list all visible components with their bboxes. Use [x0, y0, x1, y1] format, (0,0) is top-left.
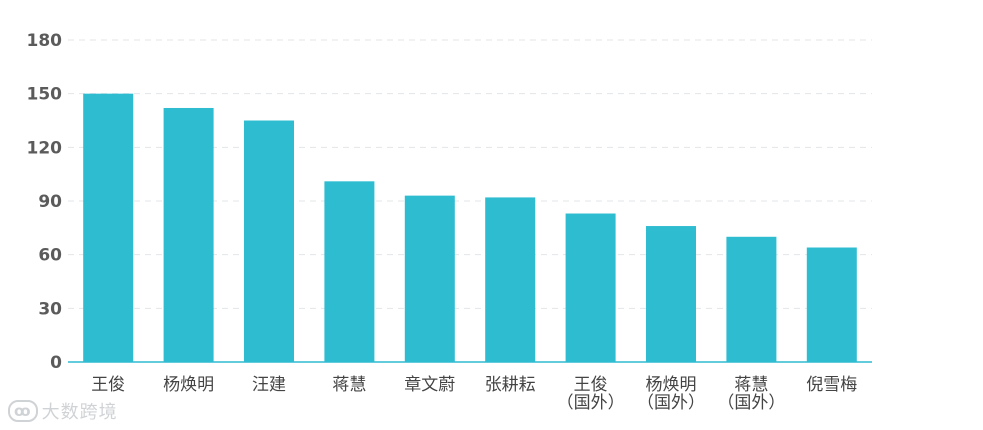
y-tick-label: 90	[38, 192, 62, 212]
bar	[485, 197, 536, 362]
bar	[163, 107, 214, 362]
bar	[404, 195, 455, 362]
y-axis-ticks: 0 30 60 90 120 150 180	[27, 31, 63, 373]
y-tick-label: 180	[27, 31, 63, 51]
y-tick-label: 60	[38, 246, 62, 266]
logo-icon: ꝏ	[8, 400, 38, 422]
x-axis-ticks: 王俊 杨焕明 汪建 蒋慧 章文蔚 张耕耘 王俊（国外） 杨焕明（国外） 蒋慧（国外） 倪雪梅	[91, 375, 857, 413]
x-tick-label: 王俊（国外）	[557, 375, 625, 413]
x-tick-label: 杨焕明	[163, 375, 214, 395]
x-tick-label: 杨焕明（国外）	[637, 375, 705, 413]
bar	[726, 236, 777, 362]
watermark: ꝏ 大数跨境	[8, 398, 118, 424]
x-tick-label: 章文蔚	[404, 375, 455, 395]
bar	[806, 247, 857, 362]
y-tick-label: 0	[50, 353, 62, 373]
bar	[565, 213, 616, 362]
bars	[83, 93, 857, 363]
bar	[83, 93, 134, 363]
y-tick-label: 150	[27, 85, 63, 105]
y-tick-label: 30	[38, 299, 62, 319]
x-tick-label: 张耕耘	[485, 375, 536, 395]
y-tick-label: 120	[27, 138, 63, 158]
bar	[646, 226, 696, 362]
x-tick-label: 倪雪梅	[806, 375, 857, 395]
x-tick-label: 王俊	[91, 375, 125, 395]
bar	[244, 120, 294, 362]
watermark-text: 大数跨境	[41, 402, 118, 423]
bar	[324, 181, 375, 362]
x-tick-label: 汪建	[252, 375, 286, 395]
x-tick-label: 蒋慧（国外）	[717, 375, 785, 413]
x-tick-label: 蒋慧	[332, 375, 366, 395]
